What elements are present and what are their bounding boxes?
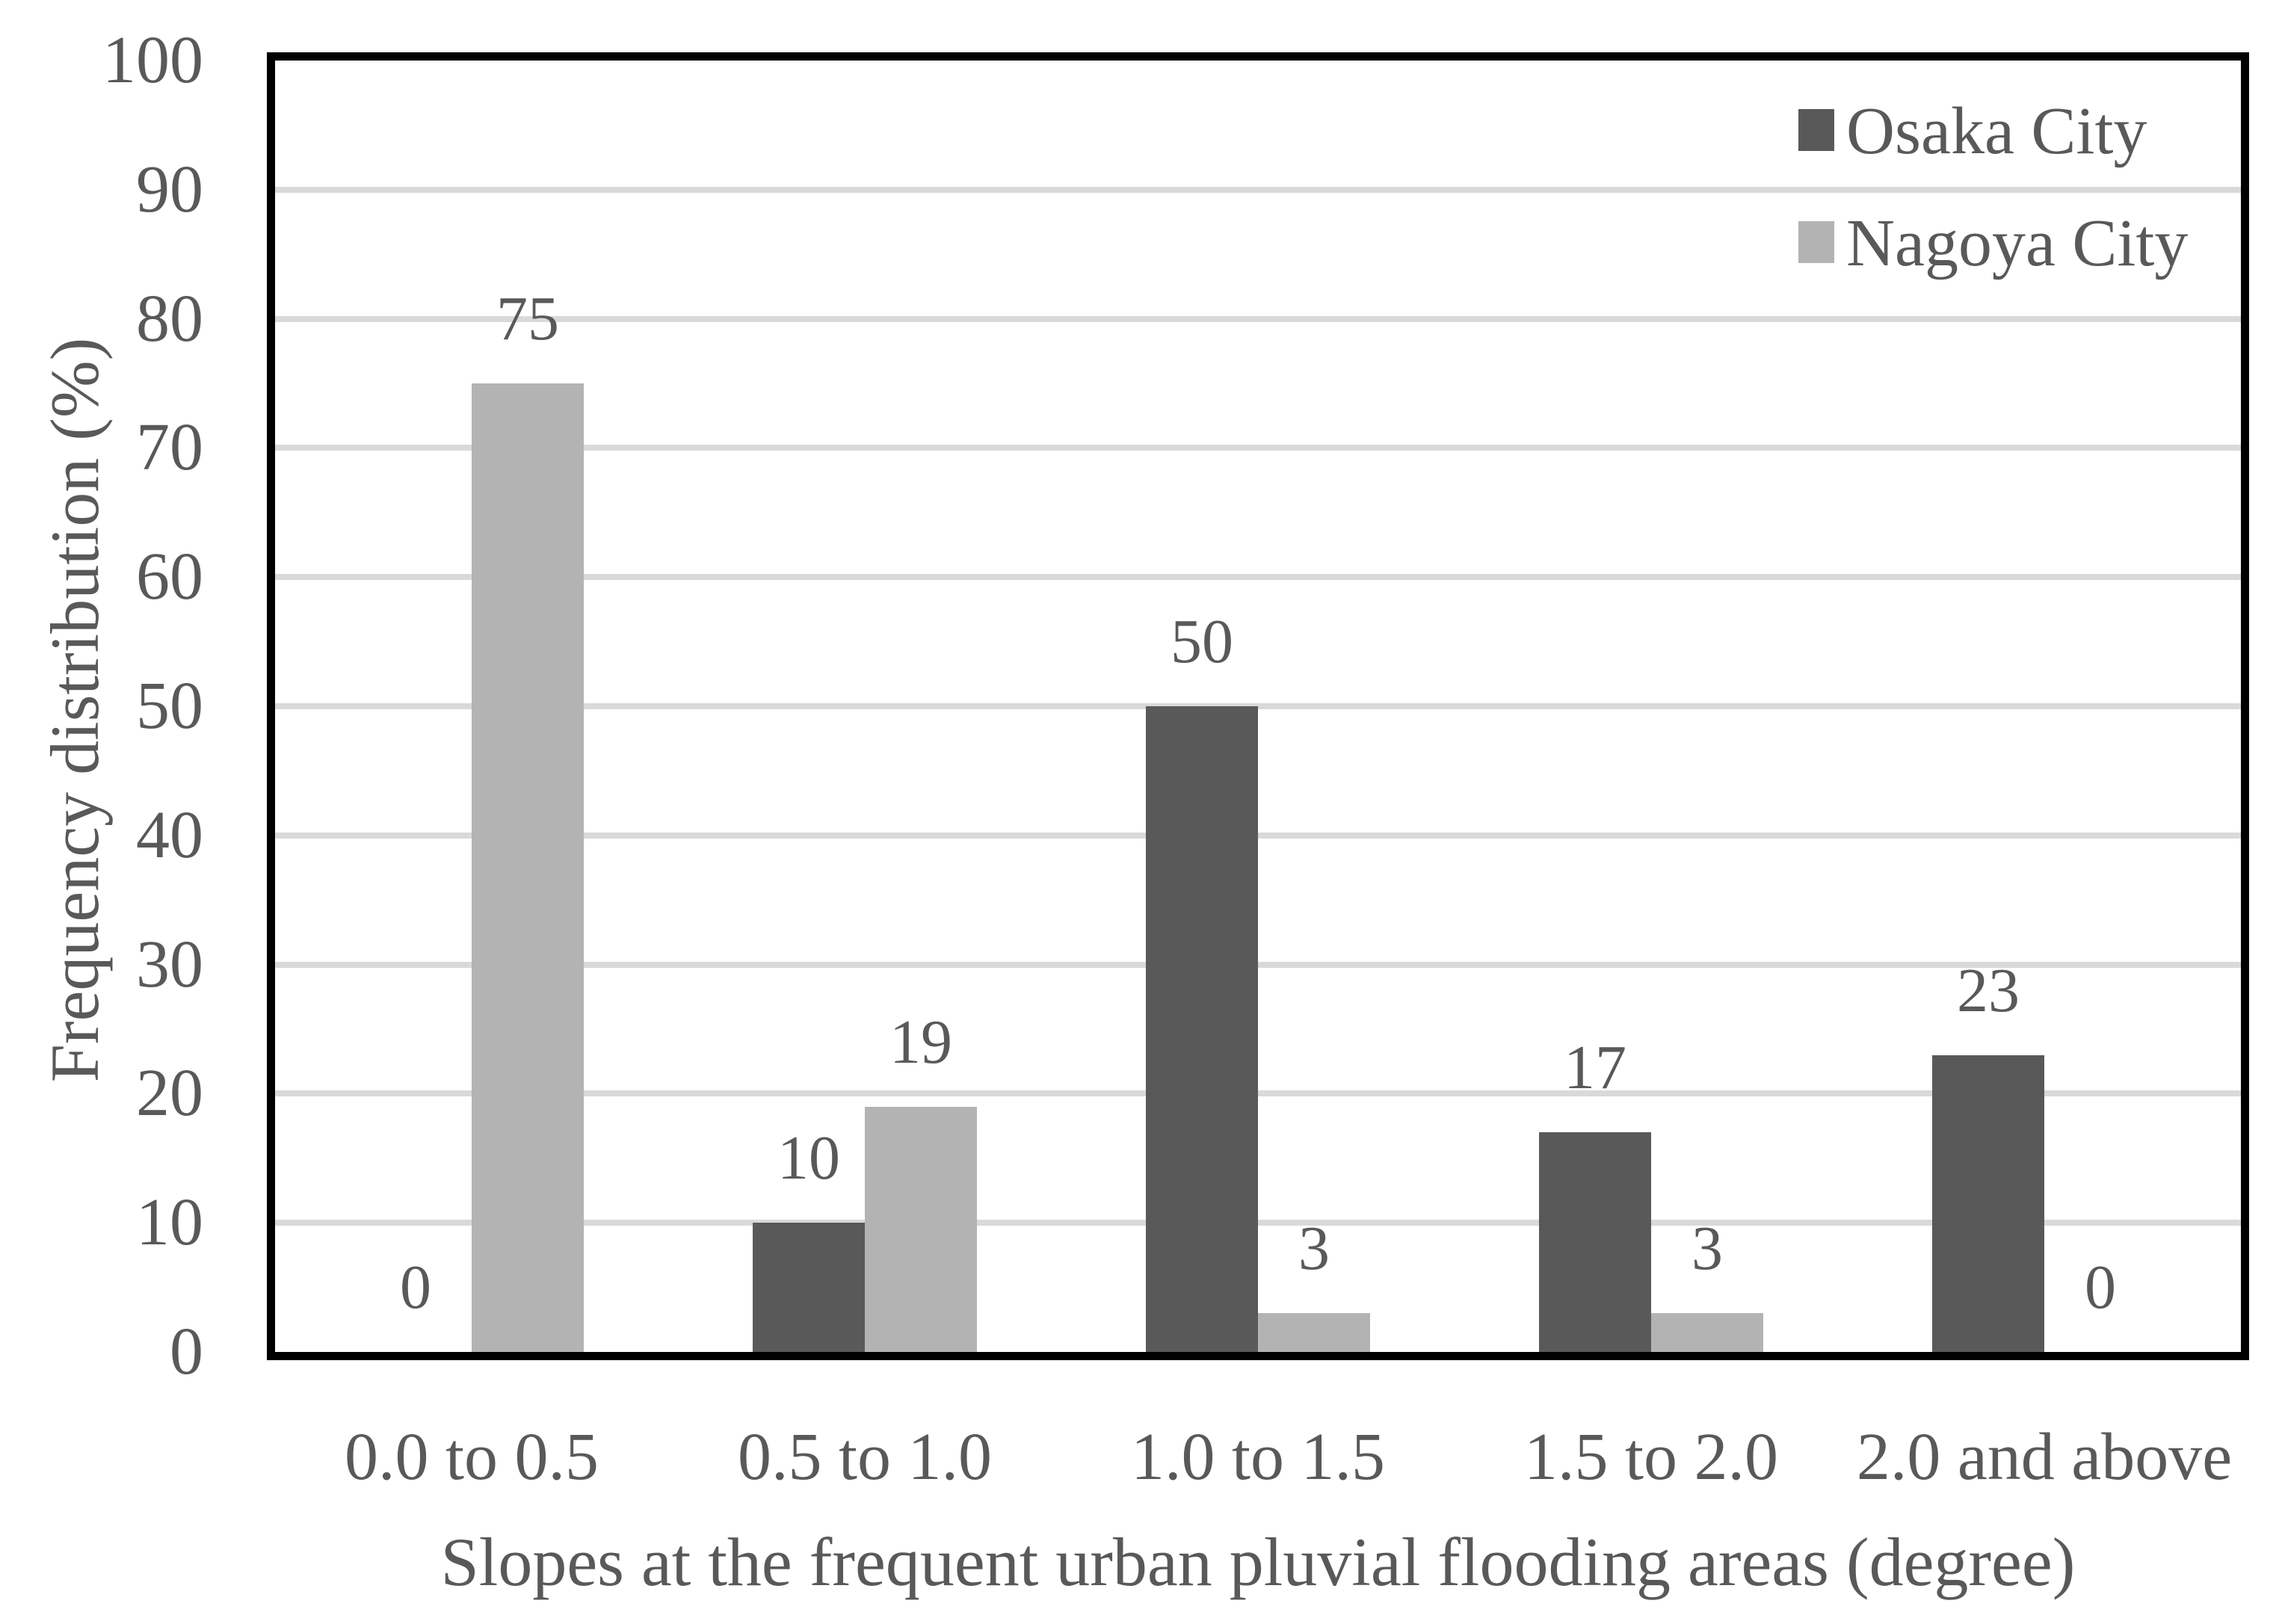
y-tick-label-10: 10 [136,1185,203,1260]
gridline [275,1220,2241,1226]
value-label-osaka-city-0-0-to-0-5: 0 [400,1253,431,1322]
x-tick-label-0-0-to-0-5: 0.0 to 0.5 [344,1420,599,1494]
value-label-nagoya-city-0-5-to-1-0: 19 [889,1007,952,1077]
y-tick-label-60: 60 [136,540,203,614]
bar-nagoya-city-1-0-to-1-5 [1258,1313,1370,1352]
gridline [275,832,2241,839]
value-label-osaka-city-1-5-to-2-0: 17 [1564,1033,1626,1102]
x-tick-label-0-5-to-1-0: 0.5 to 1.0 [737,1420,992,1494]
legend-label-nagoya-city: Nagoya City [1846,206,2189,280]
bar-nagoya-city-0-0-to-0-5 [472,383,584,1352]
y-tick-label-20: 20 [136,1056,203,1131]
y-tick-label-40: 40 [136,797,203,872]
gridline [275,703,2241,709]
plot-area: 0 75 10 19 50 3 17 3 23 0 [267,52,2249,1360]
value-label-nagoya-city-1-5-to-2-0: 3 [1691,1214,1723,1283]
x-axis-title: Slopes at the frequent urban pluvial flo… [440,1524,2076,1600]
legend-swatch-nagoya-city [1798,221,1834,263]
bar-osaka-city-1-5-to-2-0 [1539,1132,1651,1352]
value-label-nagoya-city-2-0-and-above: 0 [2085,1253,2116,1322]
x-tick-label-2-0-and-above: 2.0 and above [1856,1420,2233,1494]
bar-nagoya-city-0-5-to-1-0 [865,1107,977,1352]
bar-nagoya-city-1-5-to-2-0 [1651,1313,1763,1352]
bar-osaka-city-0-5-to-1-0 [753,1223,865,1352]
y-tick-label-50: 50 [136,669,203,743]
y-tick-label-80: 80 [136,281,203,356]
legend-swatch-osaka-city [1798,109,1834,151]
gridline [275,961,2241,968]
y-tick-label-90: 90 [136,152,203,226]
x-tick-label-1-5-to-2-0: 1.5 to 2.0 [1523,1420,1778,1494]
gridline [275,574,2241,581]
bar-osaka-city-2-0-and-above [1932,1055,2044,1352]
bar-osaka-city-1-0-to-1-5 [1146,706,1258,1352]
y-tick-label-0: 0 [170,1315,203,1389]
value-label-osaka-city-1-0-to-1-5: 50 [1171,607,1233,676]
gridline [275,445,2241,451]
y-tick-label-70: 70 [136,410,203,485]
value-label-osaka-city-0-5-to-1-0: 10 [777,1123,840,1193]
gridline [275,186,2241,193]
gridline [275,315,2241,322]
legend-label-osaka-city: Osaka City [1846,94,2147,168]
gridline [275,1090,2241,1097]
value-label-osaka-city-2-0-and-above: 23 [1957,956,2020,1025]
value-label-nagoya-city-0-0-to-0-5: 75 [496,284,559,353]
y-tick-label-30: 30 [136,927,203,1001]
y-tick-label-100: 100 [102,23,203,97]
value-label-nagoya-city-1-0-to-1-5: 3 [1298,1214,1330,1283]
x-tick-label-1-0-to-1-5: 1.0 to 1.5 [1130,1420,1385,1494]
